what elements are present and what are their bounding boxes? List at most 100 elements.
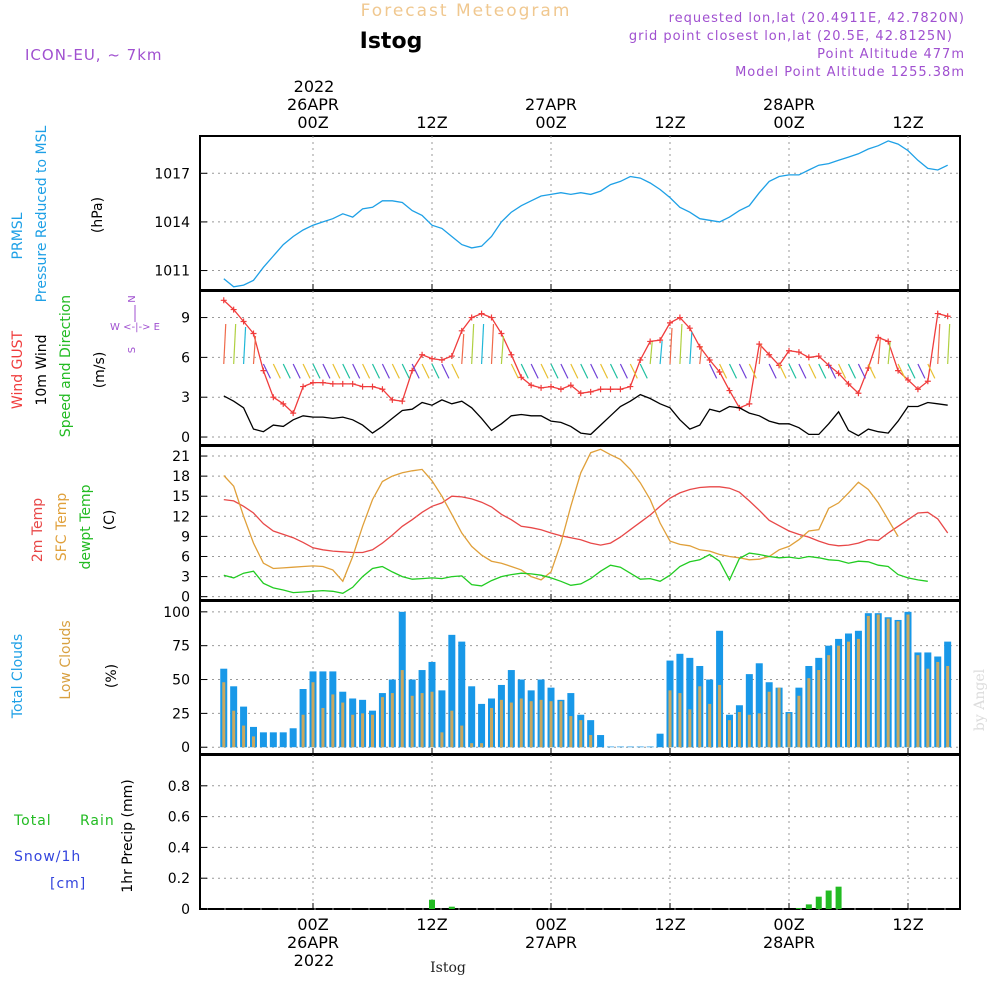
y-tick-label: 0.2 xyxy=(168,871,190,887)
top-time-label: 00Z xyxy=(535,113,566,132)
low-cloud-bar xyxy=(936,661,940,748)
gust-marker xyxy=(438,357,445,364)
low-cloud-bar xyxy=(529,701,533,748)
wind-direction-arrow xyxy=(738,363,747,379)
model-label: ICON-EU, ~ 7km xyxy=(25,46,163,64)
wind-direction-arrow xyxy=(550,363,559,379)
gust-marker xyxy=(557,386,564,393)
wind-direction-arrow xyxy=(421,363,430,379)
wind-direction-arrow xyxy=(877,338,881,365)
gust-marker xyxy=(587,388,594,395)
low-cloud-bar xyxy=(232,710,236,748)
low-cloud-bar xyxy=(390,693,394,748)
bottom-date-label: 27APR xyxy=(525,933,577,952)
gust-marker xyxy=(409,367,416,374)
wind-direction-arrow xyxy=(719,363,728,379)
gust-marker xyxy=(548,383,554,390)
low-cloud-bar xyxy=(728,720,731,748)
gust-marker xyxy=(448,353,455,360)
wind-direction-arrow xyxy=(510,363,519,379)
y-tick-label: 1011 xyxy=(154,264,190,280)
gust-marker xyxy=(250,330,257,337)
bottom-time-label: 12Z xyxy=(892,915,923,934)
total-cloud-bar xyxy=(438,690,446,748)
low-cloud-bar xyxy=(321,707,325,748)
y-tick-label: 3 xyxy=(181,390,190,406)
grid-coords: grid point closest lon,lat (20.5E, 42.81… xyxy=(629,29,953,44)
low-cloud-bar xyxy=(420,693,424,748)
top-time-label: 12Z xyxy=(892,113,923,132)
low-cloud-bar xyxy=(737,712,741,748)
temp-dew-label: dewpt Temp xyxy=(78,484,94,569)
wind-direction-arrow xyxy=(629,363,638,379)
compass-west-east: W <-|-> E xyxy=(110,322,160,333)
total-cloud-bar xyxy=(587,720,595,748)
wind-direction-arrow xyxy=(322,363,331,379)
y-tick-label: 6 xyxy=(181,549,190,565)
gust-marker xyxy=(339,380,346,387)
gust-marker xyxy=(498,330,505,337)
total-cloud-bar xyxy=(616,746,624,748)
wind-direction-arrow xyxy=(728,363,738,379)
gust-marker xyxy=(637,357,644,364)
low-cloud-bar xyxy=(916,655,920,748)
gust-marker xyxy=(766,351,773,358)
y-tick-label: 100 xyxy=(163,605,190,621)
y-tick-label: 75 xyxy=(172,639,190,655)
wind-direction-arrow xyxy=(332,363,341,379)
wind-direction-arrow xyxy=(471,323,475,365)
wind-direction-arrow xyxy=(788,363,797,379)
gust-marker xyxy=(716,368,723,375)
gust-marker xyxy=(875,334,882,341)
gust-marker xyxy=(627,383,634,390)
gust-marker xyxy=(300,383,307,390)
low-cloud-bar xyxy=(767,691,771,748)
precip-axis-label: 1hr Precip (mm) xyxy=(120,779,136,892)
bottom-time-label: 12Z xyxy=(416,915,447,934)
gust-marker xyxy=(319,379,326,386)
low-cloud-bar xyxy=(747,714,751,748)
wind-direction-arrow xyxy=(897,363,906,379)
pressure-unit: (hPa) xyxy=(90,197,106,233)
total-cloud-bar xyxy=(259,732,267,748)
gust-marker xyxy=(706,357,713,364)
wind-direction-arrow xyxy=(669,327,673,365)
gust-marker xyxy=(835,370,842,377)
low-cloud-bar xyxy=(509,702,513,748)
wind-10m-label: 10m Wind xyxy=(34,334,50,405)
wind-direction-arrow xyxy=(709,363,718,379)
gust-marker xyxy=(657,337,664,344)
gust-marker xyxy=(617,386,624,393)
rain-bar xyxy=(429,899,435,909)
y-tick-label: 21 xyxy=(172,449,190,465)
gust-marker xyxy=(488,314,495,321)
wind-direction-arrow xyxy=(927,363,936,379)
wind-direction-arrow xyxy=(342,363,351,379)
low-cloud-bar xyxy=(311,682,315,748)
gust-marker xyxy=(567,382,574,389)
y-tick-label: 12 xyxy=(172,509,190,525)
low-cloud-bar xyxy=(539,699,543,748)
low-cloud-bar xyxy=(787,713,791,748)
low-cloud-bar xyxy=(718,684,722,748)
gust-marker xyxy=(746,400,753,407)
gust-marker xyxy=(924,378,931,385)
low-cloud-bar xyxy=(400,670,404,748)
wind-direction-arrow xyxy=(639,363,648,379)
wind-direction-arrow xyxy=(540,363,549,379)
y-tick-label: 0 xyxy=(181,430,190,446)
top-time-label: 12Z xyxy=(416,113,447,132)
wind-direction-arrow xyxy=(391,363,400,379)
gust-marker xyxy=(260,367,267,374)
bottom-time-label: 00Z xyxy=(535,915,566,934)
compass-rose: N S W <-|-> E xyxy=(110,295,160,353)
total-cloud-bar xyxy=(607,746,614,748)
panel-frame xyxy=(199,290,961,446)
low-cloud-bar xyxy=(817,670,821,748)
low-cloud-bar xyxy=(886,618,890,748)
top-time-label: 00Z xyxy=(773,113,804,132)
wind-direction-arrow xyxy=(292,363,301,379)
gust-marker xyxy=(230,306,237,313)
